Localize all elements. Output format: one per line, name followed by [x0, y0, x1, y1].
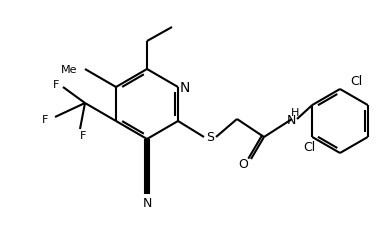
- Text: N: N: [180, 81, 190, 94]
- Text: Me: Me: [61, 65, 77, 75]
- Text: F: F: [42, 115, 48, 125]
- Text: H: H: [291, 108, 299, 118]
- Text: Cl: Cl: [303, 141, 316, 154]
- Text: N: N: [142, 197, 152, 210]
- Text: S: S: [206, 131, 214, 144]
- Text: N: N: [286, 114, 296, 127]
- Text: F: F: [53, 80, 59, 90]
- Text: Cl: Cl: [350, 75, 362, 88]
- Text: F: F: [80, 131, 86, 140]
- Text: O: O: [238, 158, 248, 171]
